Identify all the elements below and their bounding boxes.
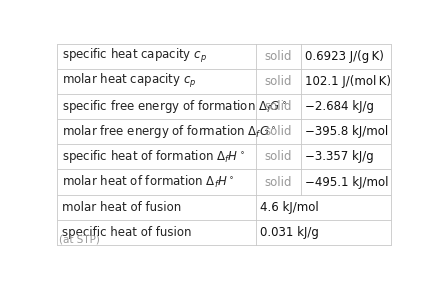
Text: solid: solid [264,100,292,113]
Text: specific heat capacity $c_p$: specific heat capacity $c_p$ [61,47,207,65]
Text: molar free energy of formation $\Delta_f G^\circ$: molar free energy of formation $\Delta_f… [61,123,276,140]
Text: −395.8 kJ/mol: −395.8 kJ/mol [305,125,388,138]
Text: solid: solid [264,150,292,163]
Text: solid: solid [264,176,292,189]
Text: molar heat of formation $\Delta_f H^\circ$: molar heat of formation $\Delta_f H^\cir… [61,174,234,190]
Text: −2.684 kJ/g: −2.684 kJ/g [305,100,374,113]
Text: 4.6 kJ/mol: 4.6 kJ/mol [260,201,319,214]
Text: −495.1 kJ/mol: −495.1 kJ/mol [305,176,388,189]
Text: (at STP): (at STP) [59,235,100,245]
Text: molar heat capacity $c_p$: molar heat capacity $c_p$ [61,72,196,90]
Text: specific heat of formation $\Delta_f H^\circ$: specific heat of formation $\Delta_f H^\… [61,148,245,165]
Text: 0.031 kJ/g: 0.031 kJ/g [260,226,319,239]
Text: solid: solid [264,50,292,63]
Text: specific free energy of formation $\Delta_f G^\circ$: specific free energy of formation $\Delt… [61,98,286,115]
Text: specific heat of fusion: specific heat of fusion [61,226,191,239]
Text: 102.1 J/(mol K): 102.1 J/(mol K) [305,75,391,88]
Text: 0.6923 J/(g K): 0.6923 J/(g K) [305,50,384,63]
Text: solid: solid [264,75,292,88]
Text: solid: solid [264,125,292,138]
Text: molar heat of fusion: molar heat of fusion [61,201,181,214]
Text: −3.357 kJ/g: −3.357 kJ/g [305,150,374,163]
